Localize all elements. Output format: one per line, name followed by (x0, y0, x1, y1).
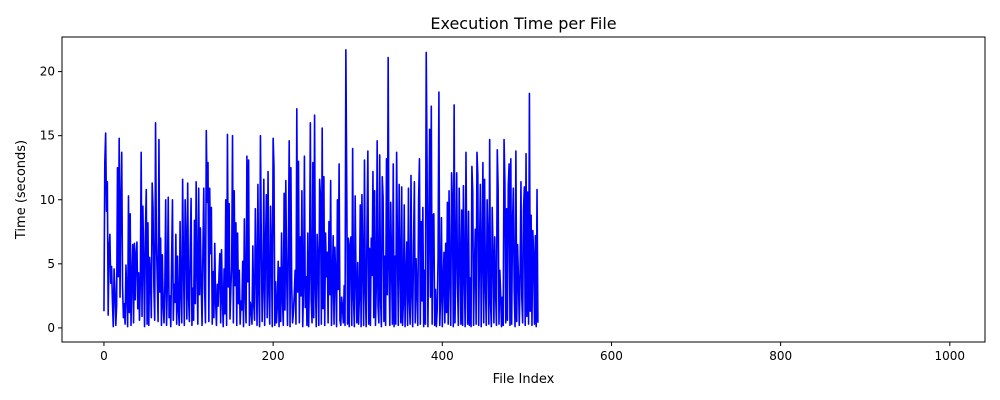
x-tick-label: 200 (262, 349, 285, 363)
y-axis: 0 5 10 15 20 (40, 65, 62, 335)
x-axis-label: File Index (493, 372, 555, 387)
x-tick-label: 400 (431, 349, 454, 363)
y-axis-label: Time (seconds) (14, 140, 29, 240)
y-tick-label: 20 (40, 65, 55, 79)
y-tick-label: 10 (40, 193, 55, 207)
chart-title: Execution Time per File (430, 14, 616, 33)
x-tick-label: 1000 (935, 349, 966, 363)
y-tick-label: 0 (47, 321, 55, 335)
x-tick-label: 800 (769, 349, 792, 363)
x-tick-label: 600 (600, 349, 623, 363)
plot-area (103, 49, 539, 328)
plot-frame (61, 36, 986, 343)
x-axis: 0 200 400 600 800 1000 (100, 342, 965, 363)
y-tick-label: 5 (47, 257, 55, 271)
y-tick-label: 15 (40, 129, 55, 143)
series-line-0 (103, 49, 539, 328)
x-tick-label: 0 (100, 349, 108, 363)
